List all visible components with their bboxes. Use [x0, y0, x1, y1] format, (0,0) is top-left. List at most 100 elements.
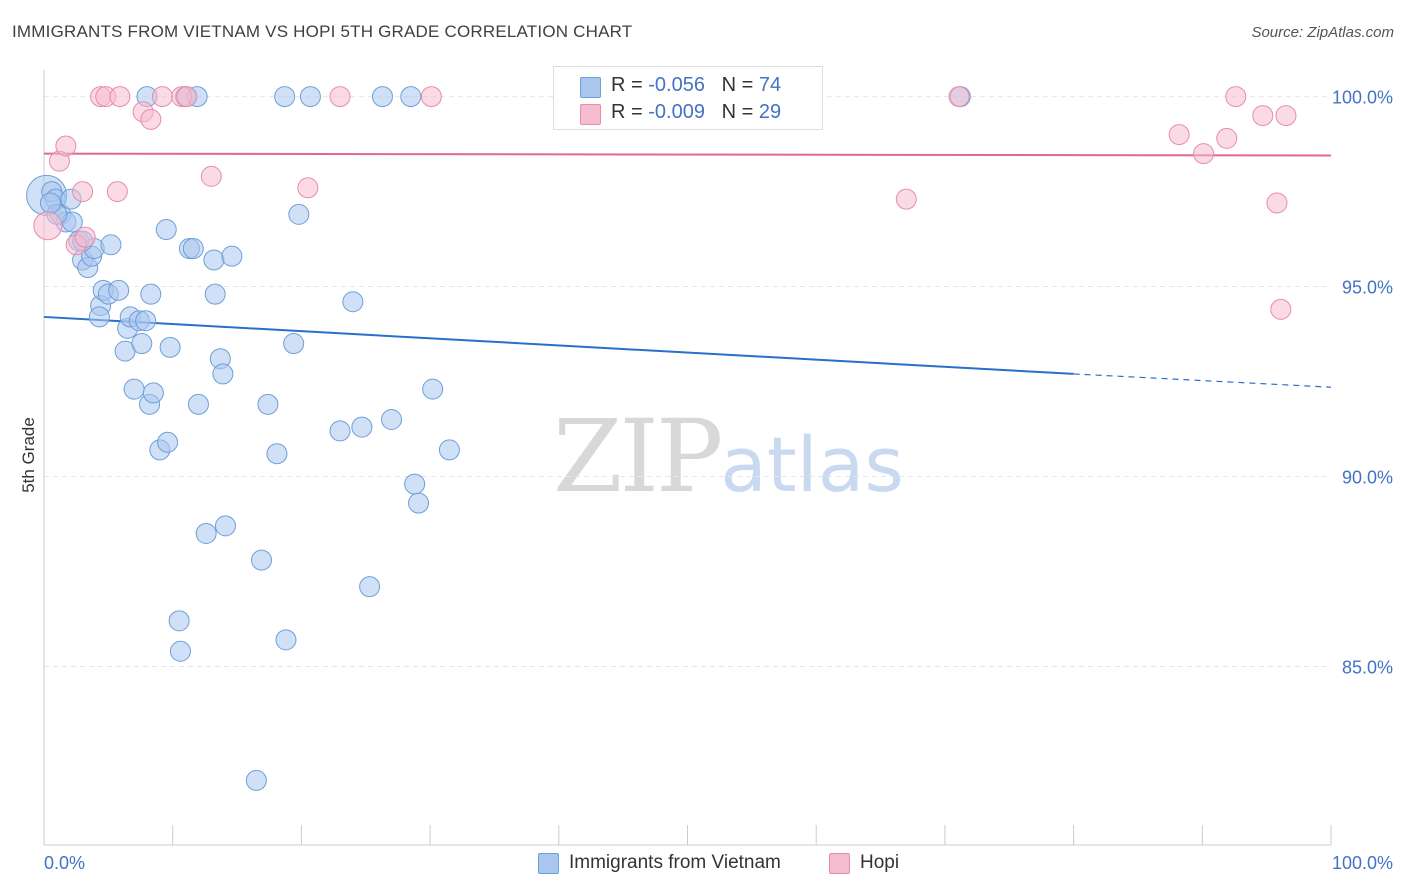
grid-lines — [44, 96, 1331, 667]
hopi-point — [329, 86, 351, 108]
vietnam-point — [371, 86, 393, 108]
legend-swatch-hopi — [829, 853, 850, 874]
r-label: R = — [611, 101, 649, 123]
hopi-point — [33, 211, 63, 241]
vietnam-trend-line — [43, 315, 1074, 375]
vietnam-point — [438, 439, 460, 461]
hopi-point — [1252, 105, 1274, 127]
vietnam-point — [131, 333, 153, 355]
legend-swatch-vietnam — [538, 853, 559, 874]
r-label: R = — [611, 74, 649, 96]
hopi-point — [1266, 192, 1288, 214]
legend-label-hopi: Hopi — [860, 852, 900, 873]
hopi-point — [176, 86, 198, 108]
y-axis-label: 5th Grade — [19, 417, 38, 493]
n-value: 74 — [758, 74, 782, 96]
x-tick-label: 100.0% — [1332, 853, 1393, 873]
x-tick-label: 0.0% — [44, 853, 85, 873]
legend-stats-hopi: R = -0.009 N = 29 — [611, 101, 781, 124]
vietnam-point — [214, 515, 236, 537]
legend-label-vietnam: Immigrants from Vietnam — [569, 852, 781, 873]
vietnam-point — [275, 629, 297, 651]
hopi-point — [1275, 105, 1297, 127]
legend-stats-vietnam: R = -0.056 N = 74 — [611, 74, 781, 97]
hopi-point — [420, 86, 442, 108]
vietnam-point — [142, 382, 164, 404]
hopi-point — [106, 181, 128, 203]
vietnam-point — [108, 279, 130, 301]
n-label: N = — [721, 101, 759, 123]
vietnam-point — [299, 86, 321, 108]
r-value: -0.056 — [648, 74, 705, 96]
hopi-point — [1193, 143, 1215, 165]
y-tick-label: 100.0% — [1332, 88, 1393, 108]
vietnam-point — [88, 306, 110, 328]
y-tick-label: 90.0% — [1342, 467, 1393, 487]
vietnam-point — [245, 769, 267, 791]
hopi-point — [74, 226, 96, 248]
hopi-point — [1216, 127, 1238, 149]
trend-lines — [43, 152, 1332, 388]
vietnam-point — [221, 245, 243, 267]
vietnam-point — [182, 238, 204, 260]
hopi-point — [72, 181, 94, 203]
hopi-point — [1270, 298, 1292, 320]
vietnam-point — [251, 549, 273, 571]
axes — [43, 70, 1332, 846]
vietnam-point — [203, 249, 225, 271]
hopi-point — [55, 135, 77, 157]
watermark-atlas: atlas — [720, 420, 904, 509]
y-tick-label: 95.0% — [1342, 278, 1393, 298]
vietnam-point — [212, 363, 234, 385]
y-tick-label: 85.0% — [1342, 657, 1393, 677]
hopi-point — [297, 177, 319, 199]
hopi-point — [109, 86, 131, 108]
tick-labels: 85.0% 90.0% 95.0% 100.0% 0.0% 100.0% — [44, 88, 1393, 873]
vietnam-point — [359, 576, 381, 598]
vietnam-point — [195, 522, 217, 544]
r-value: -0.009 — [648, 101, 705, 123]
vietnam-point — [351, 416, 373, 438]
vietnam-point — [257, 393, 279, 415]
hopi-point — [1225, 86, 1247, 108]
n-label: N = — [721, 74, 759, 96]
vietnam-point — [329, 420, 351, 442]
vietnam-point — [266, 443, 288, 465]
vietnam-point — [288, 203, 310, 225]
chart-title: IMMIGRANTS FROM VIETNAM VS HOPI 5TH GRAD… — [12, 22, 633, 41]
vietnam-point — [422, 378, 444, 400]
vietnam-point — [135, 310, 157, 332]
vietnam-point — [123, 378, 145, 400]
vietnam-point — [408, 492, 430, 514]
vietnam-point — [342, 291, 364, 313]
vietnam-point — [283, 333, 305, 355]
vietnam-point — [274, 86, 296, 108]
vietnam-trend-extension — [1073, 373, 1332, 388]
watermark: ZIPatlas — [553, 398, 904, 515]
hopi-point — [1168, 124, 1190, 146]
source-label: Source: ZipAtlas.com — [1251, 24, 1394, 41]
vietnam-point — [380, 409, 402, 431]
vietnam-point — [168, 610, 190, 632]
hopi-point — [151, 86, 173, 108]
vietnam-point — [404, 473, 426, 495]
vietnam-point — [39, 192, 61, 214]
correlation-legend: R = -0.056 N = 74 R = -0.009 N = 29 — [553, 66, 823, 130]
hopi-trend-line — [43, 152, 1332, 157]
hopi-point — [895, 188, 917, 210]
vietnam-point — [100, 234, 122, 256]
hopi-point — [140, 108, 162, 130]
vietnam-point — [159, 336, 181, 358]
n-value: 29 — [758, 101, 782, 123]
watermark-zip: ZIP — [553, 398, 723, 515]
vietnam-point — [187, 393, 209, 415]
vietnam-point — [400, 86, 422, 108]
hopi-point — [200, 165, 222, 187]
data-points — [26, 86, 1297, 791]
vietnam-point — [140, 283, 162, 305]
vietnam-point — [157, 431, 179, 453]
vietnam-point — [169, 640, 191, 662]
legend-swatch-vietnam — [580, 77, 601, 98]
hopi-point — [948, 86, 970, 108]
